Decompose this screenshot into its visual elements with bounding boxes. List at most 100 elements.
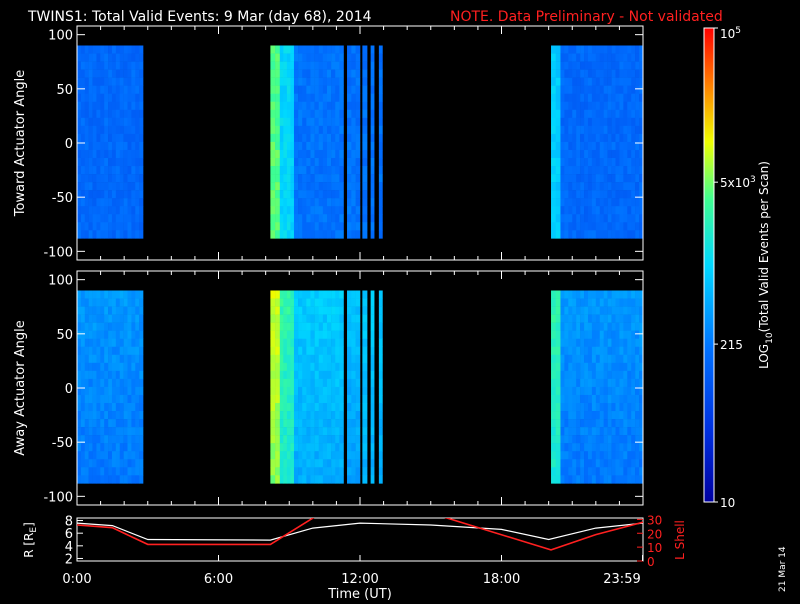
spectrogram-cell (306, 475, 311, 484)
spectrogram-cell (595, 362, 601, 372)
spectrogram-cell (131, 85, 136, 94)
spectrogram-cell (318, 198, 324, 207)
spectrogram-cell (572, 427, 577, 436)
spectrogram-cell (335, 411, 340, 420)
spectrogram-cell (119, 109, 124, 119)
spectrogram-cell (603, 222, 608, 231)
spectrogram-cell (119, 149, 124, 159)
spectrogram-cell (298, 149, 303, 159)
spectrogram-cell (119, 45, 124, 54)
spectrogram-cell (80, 190, 86, 199)
spectrogram-cell (111, 101, 117, 111)
spectrogram-cell (283, 206, 288, 215)
spectrogram-cell (322, 133, 328, 143)
spectrogram-cell (314, 435, 320, 444)
spectrogram-cell (607, 419, 612, 428)
spectrogram-cell (139, 394, 144, 404)
spectrogram-cell (306, 182, 311, 191)
spectrogram-cell (362, 427, 368, 436)
spectrogram-cell (77, 378, 82, 388)
spectrogram-cell (80, 298, 86, 307)
spectrogram-cell (631, 61, 636, 70)
spectrogram-cell (302, 206, 307, 215)
spectrogram-cell (123, 475, 128, 484)
spectrogram-cell (355, 451, 361, 460)
spectrogram-cell (639, 338, 644, 348)
spectrogram-cell (318, 157, 324, 167)
spectrogram-cell (580, 85, 585, 94)
spectrogram-cell (607, 182, 612, 191)
spectrogram-cell (639, 411, 644, 420)
spectrogram-cell (378, 141, 383, 151)
spectrogram-cell (568, 322, 573, 331)
spectrogram-cell (270, 93, 276, 103)
spectrogram-cell (115, 109, 121, 119)
spectrogram-cell (355, 386, 361, 396)
spectrogram-cell (84, 314, 89, 323)
spectrogram-cell (127, 206, 132, 215)
spectrogram-cell (555, 182, 561, 191)
spectrogram-cell (623, 101, 628, 111)
spectrogram-cell (290, 174, 295, 183)
spectrogram-cell (139, 69, 144, 78)
spectrogram-cell (331, 230, 336, 239)
spectrogram-cell (619, 45, 624, 54)
spectrogram-cell (88, 459, 93, 468)
spectrogram-cell (127, 69, 132, 78)
spectrogram-cell (339, 69, 344, 78)
spectrogram-cell (347, 346, 352, 356)
spectrogram-cell (635, 370, 640, 380)
spectrogram-cell (627, 402, 632, 412)
spectrogram-cell (131, 190, 136, 199)
spectrogram-cell (595, 338, 601, 348)
spectrogram-cell (639, 141, 644, 151)
spectrogram-cell (104, 133, 109, 143)
spectrogram-cell (92, 141, 97, 151)
spectrogram-cell (275, 166, 281, 175)
spectrogram-cell (310, 402, 315, 412)
spectrogram-cell (111, 386, 117, 396)
spectrogram-cell (115, 77, 121, 86)
spectrogram-cell (92, 306, 97, 315)
spectrogram-cell (551, 133, 557, 143)
spectrogram-cell (635, 45, 640, 54)
spectrogram-cell (298, 378, 303, 388)
spectrogram-cell (298, 93, 303, 103)
spectrogram-cell (603, 475, 608, 484)
spectrogram-cell (84, 306, 89, 315)
spectrogram-cell (335, 166, 340, 175)
spectrogram-cell (302, 330, 307, 339)
spectrogram-cell (331, 467, 336, 476)
spectrogram-cell (635, 402, 640, 412)
spectrogram-cell (607, 443, 612, 452)
spectrogram-cell (347, 141, 352, 151)
spectrogram-cell (347, 394, 352, 404)
spectrogram-cell (286, 443, 291, 452)
spectrogram-cell (326, 61, 332, 70)
spectrogram-cell (298, 206, 303, 215)
spectrogram-cell (131, 435, 136, 444)
spectrogram-cell (639, 93, 644, 103)
spectrogram-cell (615, 45, 620, 54)
spectrogram-cell (572, 290, 577, 299)
left-tick-label: 2 (65, 552, 73, 567)
spectrogram-cell (135, 230, 140, 239)
spectrogram-cell (619, 133, 624, 143)
spectrogram-cell (355, 435, 361, 444)
spectrogram-cell (104, 198, 109, 207)
spectrogram-cell (576, 394, 581, 404)
spectrogram-cell (362, 149, 368, 159)
spectrogram-cell (580, 117, 585, 127)
spectrogram-cell (576, 402, 581, 412)
spectrogram-cell (92, 330, 97, 339)
spectrogram-cell (326, 101, 332, 111)
spectrogram-cell (599, 53, 604, 62)
spectrogram-cell (595, 61, 601, 70)
spectrogram-cell (580, 346, 585, 356)
spectrogram-cell (639, 443, 644, 452)
spectrogram-cell (595, 475, 601, 484)
spectrogram-cell (607, 157, 612, 167)
spectrogram-cell (119, 133, 124, 143)
spectrogram-cell (631, 206, 636, 215)
spectrogram-cell (370, 45, 375, 54)
